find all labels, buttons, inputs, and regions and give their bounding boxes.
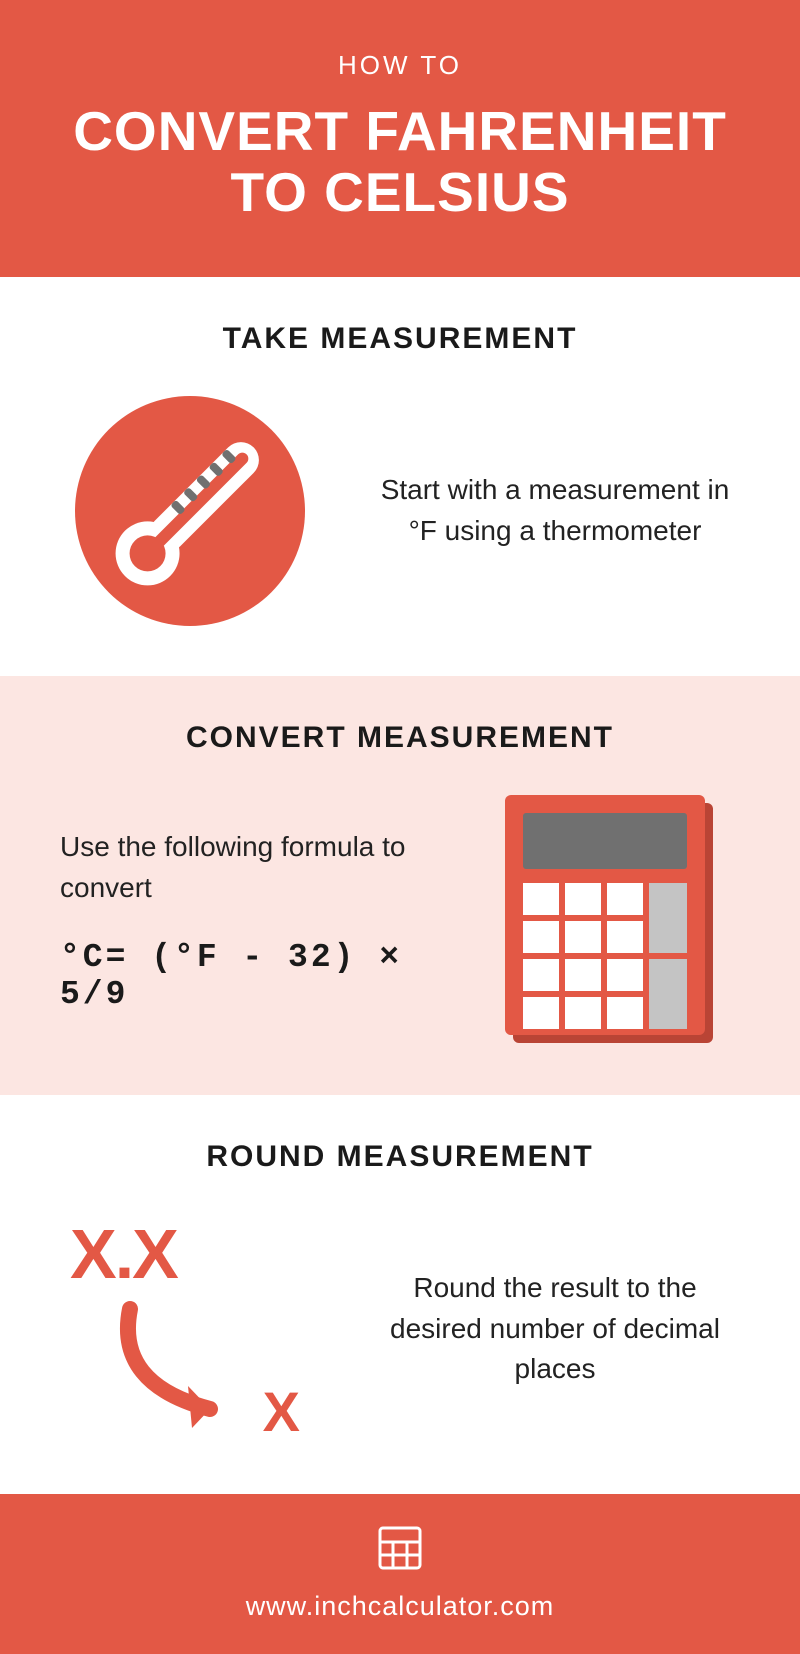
calculator-icon [480,795,740,1045]
section-take-measurement: TAKE MEASUREMENT Start with a measur [0,277,800,676]
rounding-icon: X.X X [60,1214,320,1444]
step3-text: Round the result to the desired number o… [370,1268,740,1390]
footer-url: www.inchcalculator.com [0,1591,800,1622]
logo-icon [0,1524,800,1577]
step1-title: TAKE MEASUREMENT [60,322,740,356]
footer-banner: www.inchcalculator.com [0,1494,800,1654]
conversion-formula: °C= (°F - 32) × 5/9 [60,939,430,1013]
section-convert-measurement: CONVERT MEASUREMENT Use the following fo… [0,676,800,1095]
rounding-after: X [263,1379,300,1444]
header-title: CONVERT FAHRENHEIT TO CELSIUS [40,101,760,222]
step3-title: ROUND MEASUREMENT [60,1140,740,1174]
header-eyebrow: HOW TO [40,50,760,81]
step1-text: Start with a measurement in °F using a t… [370,470,740,551]
thermometer-icon [60,396,320,626]
header-banner: HOW TO CONVERT FAHRENHEIT TO CELSIUS [0,0,800,277]
step2-title: CONVERT MEASUREMENT [60,721,740,755]
section-round-measurement: ROUND MEASUREMENT X.X X Round the result… [0,1095,800,1494]
step2-text: Use the following formula to convert [60,827,430,908]
